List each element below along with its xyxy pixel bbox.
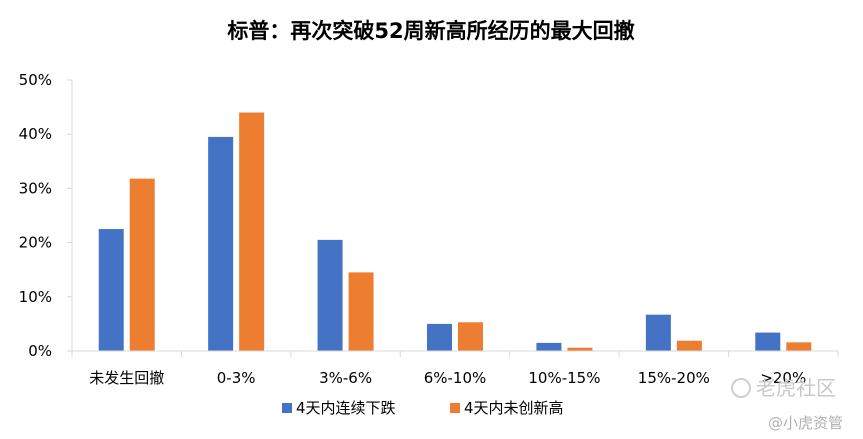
bar-series-2: [676, 340, 702, 351]
y-tick-label: 30%: [19, 179, 52, 197]
y-tick-label: 40%: [19, 125, 52, 143]
legend: 4天内连续下跌 4天内未创新高: [282, 399, 564, 417]
bar-series-1: [98, 229, 124, 351]
legend-swatch: [282, 403, 292, 413]
chart-title: 标普：再次突破52周新高所经历的最大回撤: [227, 19, 634, 43]
watermark-account: @小虎资管: [768, 414, 843, 432]
x-category-label: 6%-10%: [424, 369, 487, 387]
bar-series-1: [755, 332, 781, 351]
bar-series-1: [317, 239, 343, 351]
bar-series-2: [567, 347, 593, 351]
x-axis: 未发生回撤 0-3% 3%-6% 6%-10% 10%-15% 15%-20% >20%: [71, 350, 839, 387]
y-tick-label: 0%: [28, 342, 52, 360]
x-category-label: 10%-15%: [528, 369, 600, 387]
bar-series-1: [645, 314, 671, 351]
x-category-label: >20%: [760, 369, 806, 387]
y-tick-label: 50%: [19, 71, 52, 89]
x-category-label: 15%-20%: [638, 369, 710, 387]
bar-series-1: [427, 323, 452, 351]
tiger-logo-icon: [731, 378, 751, 398]
legend-label: 4天内连续下跌: [296, 399, 396, 417]
watermark-brand: 老虎社区: [756, 376, 836, 400]
watermark: 老虎社区 @小虎资管: [731, 376, 843, 432]
bar-series-2: [786, 342, 812, 351]
x-category-label: 3%-6%: [319, 369, 372, 387]
x-category-label: 未发生回撤: [89, 369, 164, 387]
legend-label: 4天内未创新高: [464, 399, 564, 417]
bar-series-1: [536, 342, 562, 351]
legend-swatch: [450, 403, 460, 413]
bar-series-2: [129, 178, 155, 351]
y-axis: 0% 10% 20% 30% 40% 50%: [19, 71, 73, 360]
y-tick-label: 10%: [19, 288, 52, 306]
bar-series-2: [348, 272, 374, 351]
bars: [98, 112, 812, 352]
y-tick-label: 20%: [19, 234, 52, 252]
bar-series-2: [458, 322, 483, 351]
bar-series-2: [239, 112, 265, 352]
x-category-label: 0-3%: [217, 369, 256, 387]
bar-series-1: [208, 136, 234, 351]
